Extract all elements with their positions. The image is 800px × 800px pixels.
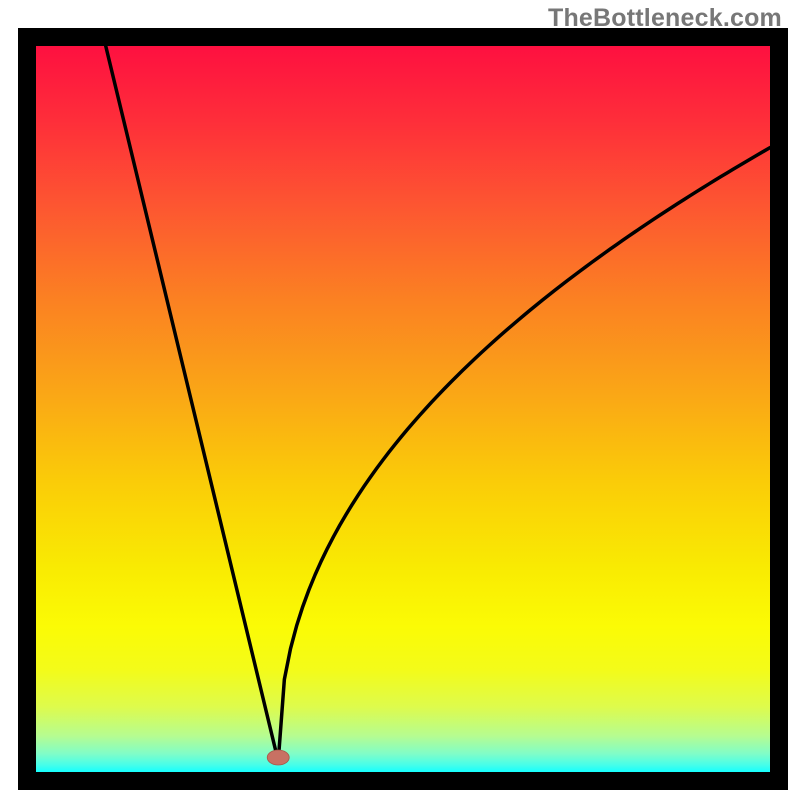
chart-container: TheBottleneck.com: [0, 0, 800, 800]
gradient-background: [36, 46, 770, 772]
chart-svg: [0, 0, 800, 800]
vertex-marker: [267, 750, 289, 765]
watermark-text: TheBottleneck.com: [548, 4, 782, 33]
